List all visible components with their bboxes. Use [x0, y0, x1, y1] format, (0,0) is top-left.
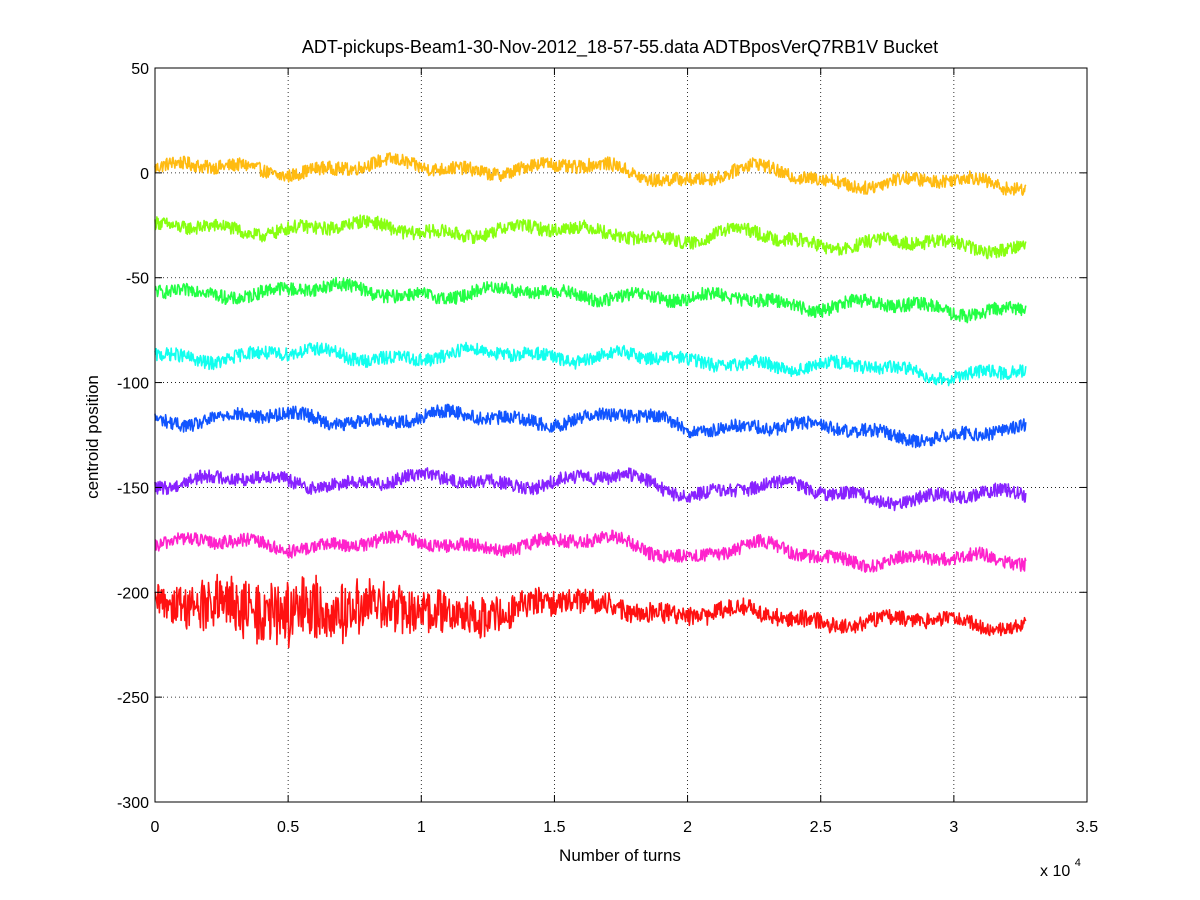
- x-axis-label: Number of turns: [559, 846, 681, 865]
- y-tick-label: 50: [131, 61, 149, 78]
- x-tick-label: 3: [949, 819, 958, 836]
- series-line-5: [154, 403, 1027, 449]
- y-tick-label: -150: [117, 480, 149, 497]
- y-tick-label: -300: [117, 795, 149, 812]
- x-multiplier-base: x 10: [1040, 863, 1070, 880]
- series-line-6: [154, 467, 1027, 512]
- y-tick-label: -50: [126, 271, 149, 288]
- grid-lines: [155, 68, 1087, 802]
- series-line-7: [154, 529, 1027, 573]
- x-tick-label: 0.5: [277, 819, 299, 836]
- y-tick-label: -250: [117, 690, 149, 707]
- series-line-8: [154, 573, 1027, 649]
- plot-frame: [154, 67, 1088, 803]
- y-tick-label: -200: [117, 585, 149, 602]
- x-axis-multiplier: x 10 4: [1040, 857, 1081, 880]
- series-line-4: [154, 341, 1027, 387]
- chart-title: ADT-pickups-Beam1-30-Nov-2012_18-57-55.d…: [302, 37, 938, 58]
- series-line-3: [154, 276, 1027, 324]
- series-line-2: [154, 214, 1027, 260]
- series-layer: [154, 152, 1027, 649]
- y-tick-label: -100: [117, 376, 149, 393]
- x-multiplier-exponent: 4: [1075, 857, 1081, 869]
- y-axis-label: centroid position: [83, 375, 102, 499]
- x-tick-label: 1.5: [543, 819, 565, 836]
- x-tick-label: 0: [151, 819, 160, 836]
- y-tick-label: 0: [140, 166, 149, 183]
- axis-ticks: 0 0.5 1 1.5 2 2.5 3 3.5 50 0 -50 -100 -150 -200 -250 -3…: [117, 61, 1098, 836]
- series-line-1: [154, 152, 1027, 196]
- x-tick-label: 1: [417, 819, 426, 836]
- x-tick-label: 2: [683, 819, 692, 836]
- x-tick-label: 2.5: [810, 819, 832, 836]
- x-tick-label: 3.5: [1076, 819, 1098, 836]
